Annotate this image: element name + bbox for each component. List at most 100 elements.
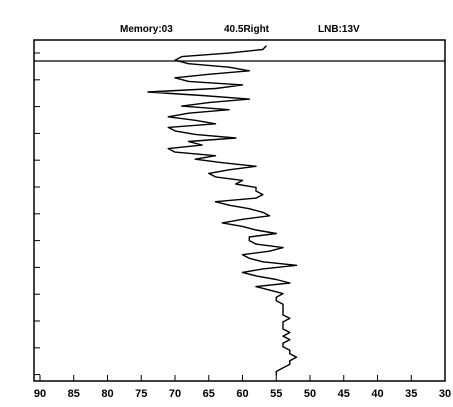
data-point: [241, 218, 244, 220]
data-point: [241, 271, 244, 273]
data-point: [275, 278, 277, 281]
data-point: [282, 342, 284, 344]
data-point: [228, 66, 230, 68]
x-tick-label: 60: [236, 388, 248, 400]
data-point: [208, 172, 210, 174]
data-point: [255, 243, 257, 245]
data-point: [289, 360, 291, 362]
data-point: [282, 247, 284, 249]
data-point: [174, 130, 176, 132]
data-point: [214, 176, 217, 178]
data-point: [275, 296, 277, 298]
data-point: [181, 56, 183, 58]
x-tick-label: 55: [270, 388, 282, 400]
data-point: [201, 94, 203, 97]
data-point: [174, 77, 176, 79]
data-point: [268, 289, 271, 291]
data-point: [289, 353, 291, 355]
data-point: [214, 87, 217, 90]
data-point: [255, 190, 257, 192]
data-point: [262, 48, 264, 51]
data-point: [235, 183, 237, 185]
data-point: [262, 194, 264, 196]
data-point: [289, 282, 291, 284]
data-point: [194, 158, 196, 160]
x-tick-label: 50: [304, 388, 316, 400]
data-point: [295, 264, 298, 266]
x-tick-label: 75: [135, 388, 147, 400]
data-point: [241, 179, 244, 181]
data-point: [187, 63, 190, 65]
data-point: [282, 314, 284, 316]
x-tick-label: 35: [405, 388, 417, 400]
data-point: [214, 201, 217, 203]
data-point: [248, 208, 250, 210]
data-point: [187, 140, 190, 143]
data-point: [167, 148, 169, 150]
data-point: [289, 339, 291, 341]
data-point: [241, 225, 244, 227]
data-point: [255, 186, 257, 189]
data-point: [282, 335, 284, 337]
lnb-label: LNB:13V: [318, 24, 360, 35]
data-point: [275, 232, 277, 235]
data-point: [282, 346, 284, 348]
x-axis: 90 85 80 75 70 65 60 55 50 45 40 35 30: [34, 375, 451, 400]
data-point: [255, 229, 257, 231]
data-point: [174, 59, 176, 61]
data-point: [241, 84, 244, 86]
data-point: [214, 123, 217, 125]
data-point: [248, 257, 250, 259]
data-point: [282, 303, 284, 305]
data-point: [228, 169, 230, 171]
data-point: [214, 155, 217, 157]
data-point: [167, 116, 169, 118]
series-line: [147, 45, 298, 375]
data-point: [289, 363, 291, 365]
data-point: [208, 73, 210, 75]
satellite-position-label: 40.5Right: [224, 24, 270, 35]
data-point: [194, 119, 196, 121]
data-point: [255, 275, 257, 277]
data-point: [255, 197, 257, 199]
data-point: [228, 204, 230, 206]
data-point: [295, 356, 298, 358]
x-tick-label: 65: [203, 388, 215, 400]
data-point: [248, 240, 250, 242]
y-minor-ticks: [34, 52, 40, 376]
data-point: [262, 261, 264, 263]
data-point: [275, 370, 277, 373]
data-point: [268, 250, 271, 252]
data-point: [147, 91, 149, 93]
data-point: [194, 133, 196, 135]
data-point: [282, 293, 284, 295]
x-tick-label: 45: [338, 388, 350, 400]
x-tick-label: 70: [169, 388, 181, 400]
x-tick-label: 30: [439, 388, 451, 400]
data-point: [201, 144, 203, 146]
data-point: [289, 317, 291, 319]
x-tick-label: 80: [101, 388, 113, 400]
data-point: [187, 112, 190, 114]
data-point: [167, 126, 169, 128]
memory-label: Memory:03: [120, 24, 173, 35]
data-point: [241, 254, 244, 256]
data-point: [174, 151, 176, 153]
data-point: [282, 367, 284, 369]
data-point: [282, 321, 284, 323]
data-point: [268, 215, 271, 217]
data-point: [228, 52, 230, 54]
data-point: [282, 307, 284, 309]
data-point: [262, 268, 264, 270]
data-point: [265, 45, 267, 47]
data-point: [221, 222, 223, 224]
data-point: [181, 105, 183, 107]
data-point: [275, 374, 277, 376]
data-point: [248, 70, 250, 72]
data-point: [282, 324, 284, 327]
data-point: [255, 286, 257, 288]
data-point: [208, 102, 210, 104]
data-point: [282, 328, 284, 330]
